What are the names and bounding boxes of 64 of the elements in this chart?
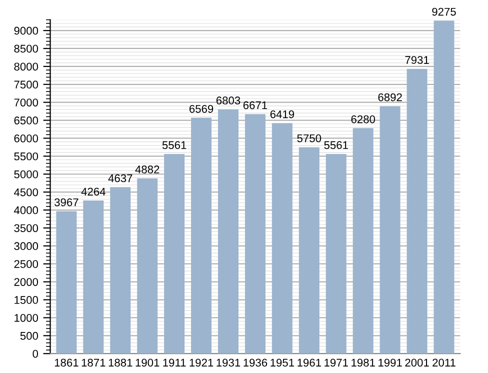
- y-tick-label: 3500: [14, 224, 38, 232]
- bar: [191, 118, 212, 354]
- x-tick-label: 1911: [163, 358, 186, 367]
- bar: [164, 154, 185, 354]
- y-tick-label: 6000: [14, 134, 38, 142]
- y-tick-label: 3000: [14, 242, 38, 250]
- data-label: 6569: [189, 104, 214, 113]
- y-tick-label: 8000: [14, 62, 38, 71]
- x-tick-label: 1961: [298, 358, 321, 367]
- x-tick-label: 1981: [352, 358, 375, 367]
- x-tick-label: 1861: [54, 358, 78, 367]
- x-tick-label: 1971: [324, 358, 348, 367]
- x-tick-label: 1901: [136, 358, 160, 367]
- y-tick-label: 500: [20, 332, 38, 340]
- data-label: 5750: [297, 134, 322, 142]
- y-tick-label: 5500: [14, 152, 38, 160]
- x-tick-label: 1936: [244, 358, 268, 367]
- data-label: 3967: [54, 198, 78, 206]
- data-label: 6892: [378, 93, 402, 102]
- data-label: 5561: [162, 141, 186, 150]
- data-label: 5561: [324, 141, 348, 150]
- y-tick-label: 7500: [14, 80, 38, 89]
- bar: [434, 20, 454, 354]
- x-tick-label: 1921: [190, 358, 214, 367]
- data-label: 6671: [243, 101, 268, 110]
- bar: [83, 200, 104, 354]
- data-label: 4637: [108, 174, 132, 182]
- x-tick-label: 1991: [378, 358, 402, 367]
- bar: [326, 154, 346, 354]
- y-tick-label: 2500: [14, 260, 38, 268]
- data-label: 4882: [135, 166, 160, 174]
- bar: [272, 123, 292, 354]
- bar: [110, 187, 131, 354]
- bar: [244, 114, 266, 354]
- y-tick-label: 4000: [14, 206, 38, 214]
- bar: [137, 178, 158, 354]
- data-label: 7931: [405, 56, 429, 64]
- data-label: 4264: [81, 188, 106, 196]
- y-tick-label: 1000: [14, 314, 38, 322]
- data-label: 9275: [432, 8, 456, 16]
- y-tick-label: 0: [32, 350, 38, 358]
- x-tick-label: 1871: [82, 358, 106, 367]
- bar: [352, 128, 374, 354]
- x-tick-label: 1881: [108, 358, 132, 367]
- bar: [56, 211, 77, 354]
- y-tick-label: 1500: [14, 296, 38, 304]
- data-label: 6280: [351, 115, 376, 124]
- bar: [218, 109, 239, 354]
- x-tick-label: 2011: [432, 358, 456, 367]
- data-label: 6419: [270, 110, 294, 118]
- y-tick-label: 7000: [14, 98, 38, 106]
- y-tick-label: 5000: [14, 170, 38, 178]
- y-tick-label: 4500: [14, 188, 38, 196]
- bar: [406, 68, 428, 354]
- data-label: 6803: [216, 96, 240, 104]
- bar: [298, 147, 320, 354]
- y-tick-label: 9000: [14, 26, 38, 35]
- x-tick-label: 1951: [270, 358, 294, 367]
- x-tick-label: 2001: [405, 358, 429, 367]
- x-tick-label: 1931: [216, 358, 240, 367]
- y-tick-label: 6500: [14, 116, 38, 124]
- y-tick-label: 8500: [14, 44, 38, 53]
- bar: [380, 106, 400, 354]
- y-tick-label: 2000: [14, 278, 38, 286]
